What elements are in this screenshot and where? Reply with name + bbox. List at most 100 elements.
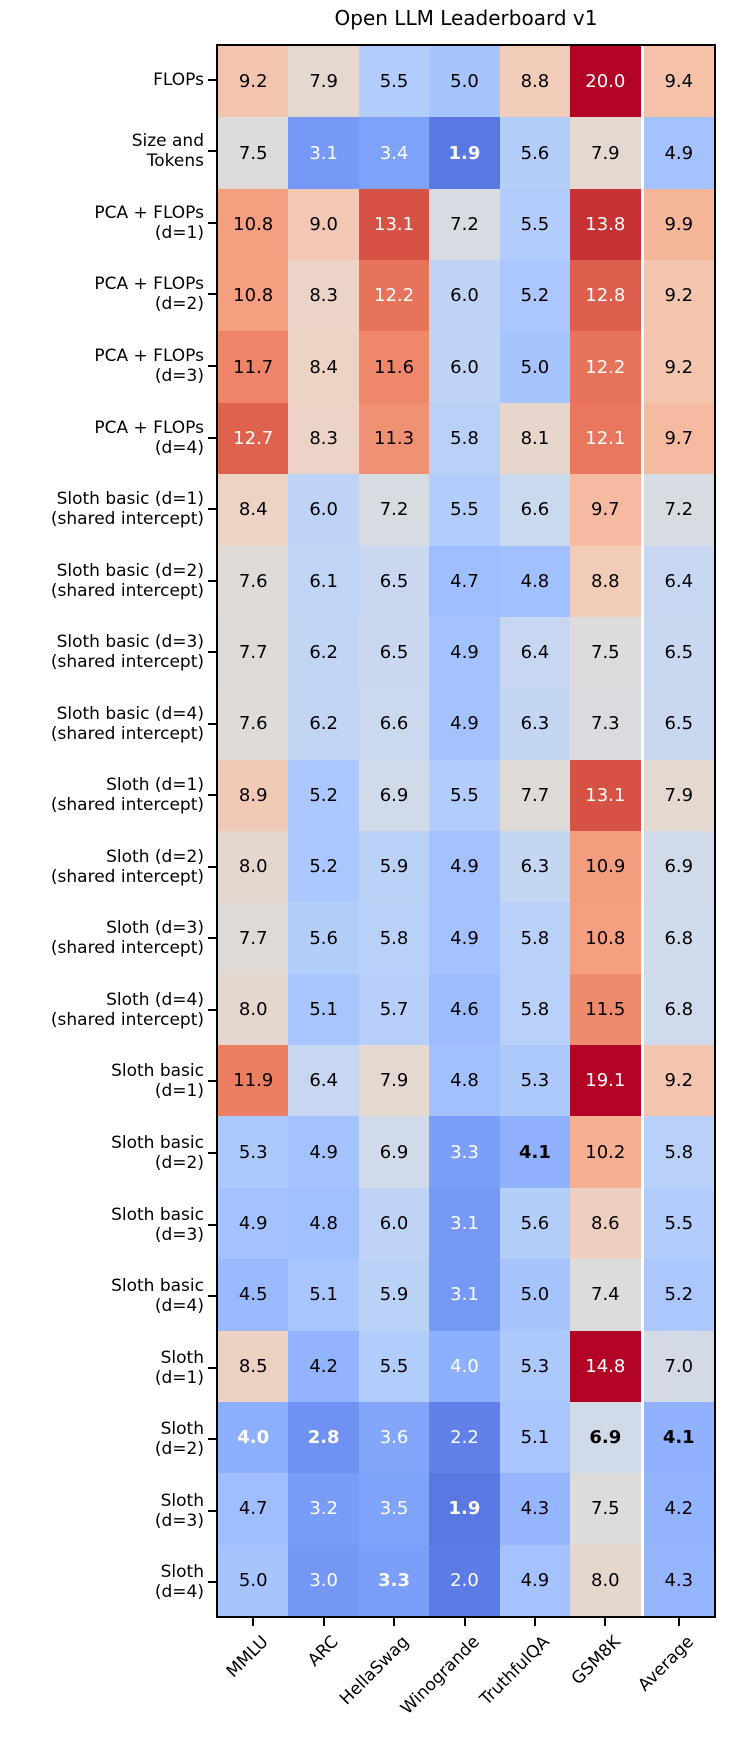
heatmap-cell: 5.0 xyxy=(218,1544,289,1616)
row-label: Sloth basic (d=1) xyxy=(0,1046,216,1118)
row-label-text: Sloth basic (d=2) xyxy=(111,1132,204,1173)
row-label: PCA + FLOPs (d=2) xyxy=(0,259,216,331)
heatmap-cell: 11.6 xyxy=(358,331,430,403)
average-column-separator xyxy=(640,688,644,760)
heatmap-cell: 7.6 xyxy=(218,545,289,617)
x-tick-mark xyxy=(604,1618,607,1626)
heatmap-cell: 14.8 xyxy=(570,1330,641,1402)
y-tick-mark xyxy=(208,1438,216,1441)
y-tick-mark xyxy=(208,722,216,725)
y-tick-mark xyxy=(208,865,216,868)
y-tick-mark xyxy=(208,579,216,582)
heatmap-cell: 3.6 xyxy=(358,1401,430,1474)
average-column-separator xyxy=(640,260,644,332)
heatmap-cell: 12.2 xyxy=(358,260,430,332)
heatmap-cell: 6.5 xyxy=(643,688,714,760)
row-label: Sloth basic (d=3) (shared intercept) xyxy=(0,616,216,688)
heatmap-cell: 6.9 xyxy=(570,1401,641,1474)
heatmap-cell: 13.1 xyxy=(570,759,641,831)
heatmap-cell: 6.6 xyxy=(358,688,430,760)
heatmap-cell: 8.0 xyxy=(570,1544,641,1616)
y-tick-mark xyxy=(208,508,216,511)
column-label: HellaSwag xyxy=(336,1632,414,1710)
heatmap-cell: 4.9 xyxy=(429,616,500,689)
column-label: MMLU xyxy=(222,1632,273,1682)
row-label-text: PCA + FLOPs (d=4) xyxy=(94,417,204,458)
row-label-text: PCA + FLOPs (d=3) xyxy=(94,345,204,386)
heatmap-cell: 2.8 xyxy=(288,1401,359,1474)
y-tick-mark xyxy=(208,293,216,296)
heatmap-grid: 9.2 7.9 5.5 5.0 8.8 20.0 9.4 7.5 3.1 3.4 1.9 5.6 7.9… xyxy=(216,44,716,1618)
heatmap-cell: 11.3 xyxy=(358,402,430,475)
heatmap-cell: 7.7 xyxy=(499,759,571,831)
heatmap-cell: 5.9 xyxy=(358,831,430,903)
column-label: ARC xyxy=(304,1632,343,1671)
heatmap-cell: 5.5 xyxy=(643,1187,714,1260)
heatmap-cell: 6.3 xyxy=(499,688,571,760)
row-label-text: PCA + FLOPs (d=2) xyxy=(94,274,204,315)
heatmap-cell: 7.5 xyxy=(570,1473,641,1545)
heatmap-cell: 5.5 xyxy=(358,46,430,118)
heatmap-cell: 3.4 xyxy=(358,117,430,189)
heatmap-cell: 20.0 xyxy=(570,46,641,118)
heatmap-cell: 5.5 xyxy=(358,1330,430,1402)
heatmap-cell: 11.7 xyxy=(218,331,289,403)
row-label-text: Size and Tokens xyxy=(131,131,204,172)
heatmap-cell: 4.8 xyxy=(288,1187,359,1260)
row-label: Size and Tokens xyxy=(0,116,216,188)
y-tick-mark xyxy=(208,78,216,81)
heatmap-cell: 4.9 xyxy=(218,1187,289,1260)
heatmap-cell: 9.7 xyxy=(570,474,641,546)
y-tick-mark xyxy=(208,1509,216,1512)
heatmap-cell: 6.0 xyxy=(429,260,500,332)
heatmap-cell: 8.8 xyxy=(499,46,571,118)
heatmap-cell: 7.4 xyxy=(570,1259,641,1331)
heatmap-cell: 6.3 xyxy=(499,831,571,903)
heatmap-cell: 7.2 xyxy=(643,474,714,546)
heatmap-cell: 8.6 xyxy=(570,1187,641,1260)
heatmap-cell: 5.6 xyxy=(288,902,359,974)
heatmap-cell: 5.5 xyxy=(499,188,571,261)
heatmap-cell: 3.1 xyxy=(429,1259,500,1331)
heatmap-cell: 7.2 xyxy=(429,188,500,261)
heatmap-cell: 5.7 xyxy=(358,973,430,1046)
x-tick-mark xyxy=(677,1618,680,1626)
heatmap-cell: 5.8 xyxy=(643,1116,714,1188)
heatmap-cell: 9.2 xyxy=(643,331,714,403)
heatmap-cell: 12.7 xyxy=(218,402,289,475)
row-label: Sloth (d=4) xyxy=(0,1546,216,1618)
average-column-separator xyxy=(640,402,644,475)
heatmap-cell: 4.9 xyxy=(499,1544,571,1616)
heatmap-cell: 4.7 xyxy=(218,1473,289,1545)
heatmap-cell: 9.4 xyxy=(643,46,714,118)
heatmap-cell: 13.1 xyxy=(358,188,430,261)
heatmap-cell: 9.9 xyxy=(643,188,714,261)
chart-title: Open LLM Leaderboard v1 xyxy=(334,6,598,30)
average-column-separator xyxy=(640,474,644,546)
heatmap-cell: 5.2 xyxy=(288,759,359,831)
row-label-text: Sloth (d=3) (shared intercept) xyxy=(50,918,204,959)
heatmap-cell: 5.8 xyxy=(499,973,571,1046)
heatmap-cell: 7.3 xyxy=(570,688,641,760)
heatmap-cell: 3.2 xyxy=(288,1473,359,1545)
row-label: FLOPs xyxy=(0,44,216,116)
row-label: Sloth (d=1) (shared intercept) xyxy=(0,759,216,831)
average-column-separator xyxy=(640,1401,644,1474)
heatmap-cell: 6.8 xyxy=(643,973,714,1046)
average-column-separator xyxy=(640,1330,644,1402)
heatmap-cell: 6.5 xyxy=(643,616,714,689)
row-labels-axis: FLOPs Size and Tokens PCA + FLOPs (d=1) PCA +… xyxy=(0,44,216,1618)
heatmap-cell: 8.0 xyxy=(218,831,289,903)
heatmap-cell: 8.4 xyxy=(288,331,359,403)
heatmap-cell: 5.2 xyxy=(499,260,571,332)
heatmap-cell: 12.1 xyxy=(570,402,641,475)
row-label-text: Sloth basic (d=4) (shared intercept) xyxy=(50,703,204,744)
heatmap-cell: 4.9 xyxy=(429,688,500,760)
y-tick-mark xyxy=(208,1581,216,1584)
row-label-text: Sloth basic (d=3) xyxy=(111,1204,204,1245)
heatmap-cell: 5.3 xyxy=(499,1045,571,1117)
average-column-separator xyxy=(640,902,644,974)
heatmap-cell: 4.5 xyxy=(218,1259,289,1331)
heatmap-cell: 4.6 xyxy=(429,973,500,1046)
